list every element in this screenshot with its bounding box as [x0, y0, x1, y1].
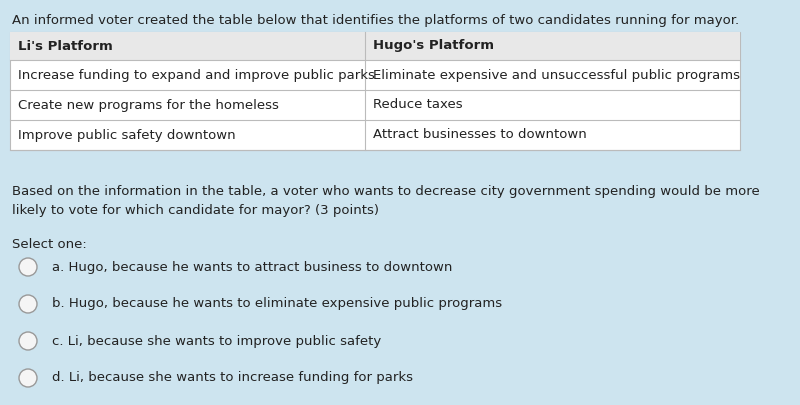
Ellipse shape — [19, 258, 37, 276]
Text: Create new programs for the homeless: Create new programs for the homeless — [18, 98, 279, 111]
Ellipse shape — [19, 332, 37, 350]
Bar — [10, 32, 740, 150]
Text: Increase funding to expand and improve public parks: Increase funding to expand and improve p… — [18, 68, 375, 81]
Text: An informed voter created the table below that identifies the platforms of two c: An informed voter created the table belo… — [12, 14, 739, 27]
Text: Eliminate expensive and unsuccessful public programs: Eliminate expensive and unsuccessful pub… — [373, 68, 740, 81]
Text: Li's Platform: Li's Platform — [18, 40, 113, 53]
Ellipse shape — [19, 369, 37, 387]
Text: c. Li, because she wants to improve public safety: c. Li, because she wants to improve publ… — [52, 335, 382, 347]
Text: Attract businesses to downtown: Attract businesses to downtown — [373, 128, 586, 141]
Text: Select one:: Select one: — [12, 238, 86, 251]
Bar — [10, 32, 740, 60]
Text: d. Li, because she wants to increase funding for parks: d. Li, because she wants to increase fun… — [52, 371, 413, 384]
Text: Reduce taxes: Reduce taxes — [373, 98, 462, 111]
Text: Based on the information in the table, a voter who wants to decrease city govern: Based on the information in the table, a… — [12, 185, 760, 217]
Text: b. Hugo, because he wants to eliminate expensive public programs: b. Hugo, because he wants to eliminate e… — [52, 298, 502, 311]
Text: Improve public safety downtown: Improve public safety downtown — [18, 128, 236, 141]
Text: Hugo's Platform: Hugo's Platform — [373, 40, 494, 53]
Ellipse shape — [19, 295, 37, 313]
Text: a. Hugo, because he wants to attract business to downtown: a. Hugo, because he wants to attract bus… — [52, 260, 452, 273]
